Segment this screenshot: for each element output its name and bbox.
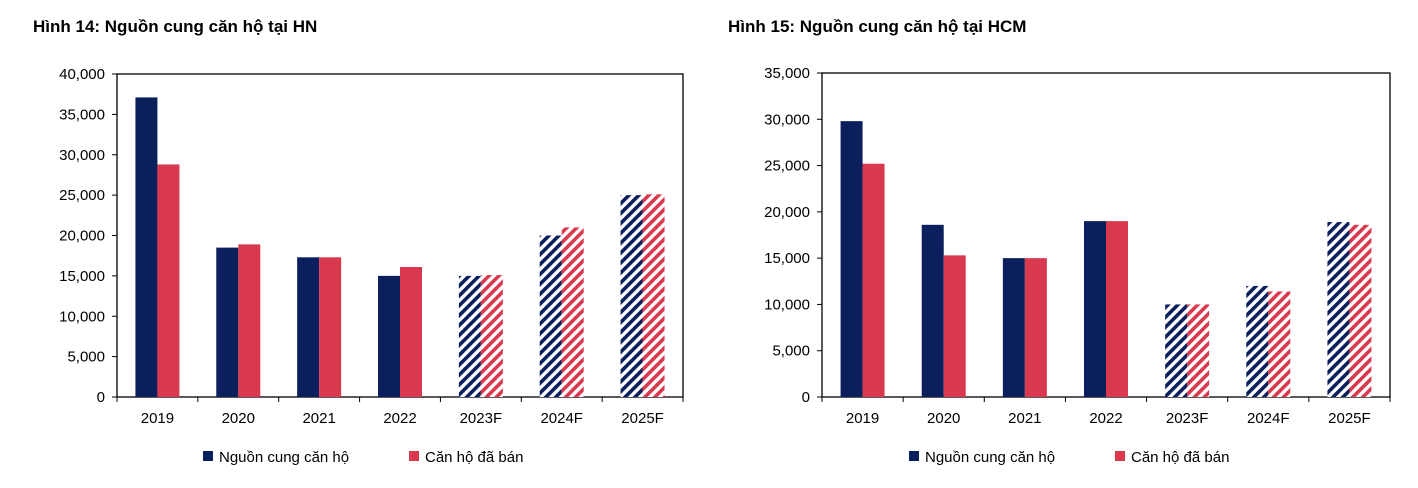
x-tick-label: 2019	[846, 410, 879, 427]
y-tick-label: 25,000	[59, 187, 105, 204]
y-tick-label: 30,000	[764, 111, 810, 128]
x-tick-label: 2020	[222, 410, 255, 427]
y-tick-label: 30,000	[59, 147, 105, 164]
x-tick-label: 2023F	[1166, 410, 1209, 427]
bar-sold	[561, 227, 584, 397]
bar-supply	[840, 121, 863, 397]
x-tick-label: 2023F	[460, 410, 503, 427]
bar-supply	[1002, 258, 1025, 397]
legend-label: Nguồn cung căn hộ	[219, 449, 349, 466]
bar-supply	[1165, 304, 1188, 397]
y-tick-label: 5,000	[772, 343, 810, 360]
bar-sold	[943, 255, 966, 397]
y-tick-label: 35,000	[59, 106, 105, 123]
bar-sold	[400, 266, 422, 397]
bar-sold	[1024, 258, 1047, 397]
x-tick-label: 2021	[302, 410, 335, 427]
y-tick-label: 35,000	[764, 65, 810, 82]
bar-sold	[238, 244, 261, 397]
bar-supply	[921, 224, 944, 397]
x-tick-label: 2021	[1008, 410, 1041, 427]
bar-supply	[1327, 222, 1350, 397]
y-tick-label: 5,000	[67, 349, 105, 366]
legend-label: Nguồn cung căn hộ	[925, 449, 1055, 466]
bar-supply	[458, 275, 481, 397]
bar-supply	[1246, 285, 1269, 397]
legend-label: Căn hộ đã bán	[425, 449, 523, 466]
bar-supply	[297, 257, 320, 397]
bar-supply	[378, 275, 400, 397]
y-tick-label: 20,000	[59, 228, 105, 245]
legend-swatch-sold	[1115, 451, 1125, 461]
chart-hn: 0 5,000 10,000 15,000 20,000 25,000 30,000 35,0…	[59, 66, 684, 466]
bar-sold	[157, 164, 180, 397]
chart-title: Hình 15: Nguồn cung căn hộ tại HCM	[728, 17, 1027, 36]
y-tick-label: 10,000	[59, 308, 105, 325]
y-tick-label: 20,000	[764, 204, 810, 221]
bar-supply	[216, 247, 239, 397]
x-tick-label: 2024F	[1247, 410, 1290, 427]
chart-panel-hn: Hình 14: Nguồn cung căn hộ tại HN 0 5,000…	[0, 0, 700, 488]
bar-sold	[480, 275, 503, 397]
bar-sold	[1106, 221, 1128, 397]
chart-hcm: 0 5,000 10,000 15,000 20,000 25,000 30,000 35,0…	[764, 65, 1391, 466]
bar-sold	[1187, 304, 1210, 397]
bar-supply	[1084, 221, 1106, 397]
bar-supply	[539, 235, 562, 397]
chart-panel-hcm: Hình 15: Nguồn cung căn hộ tại HCM 0 5,00…	[708, 0, 1418, 488]
x-tick-label: 2025F	[621, 410, 664, 427]
legend-swatch-sold	[409, 451, 419, 461]
bar-sold	[1268, 291, 1291, 397]
y-tick-label: 0	[802, 389, 810, 406]
x-tick-label: 2020	[927, 410, 960, 427]
bar-sold	[642, 194, 665, 397]
bar-sold	[1349, 224, 1372, 397]
y-tick-label: 0	[97, 389, 105, 406]
y-tick-label: 10,000	[764, 296, 810, 313]
x-tick-label: 2022	[383, 410, 416, 427]
chart-title: Hình 14: Nguồn cung căn hộ tại HN	[33, 17, 318, 36]
x-tick-label: 2022	[1089, 410, 1122, 427]
x-tick-label: 2019	[141, 410, 174, 427]
bar-supply	[620, 195, 643, 397]
bar-sold	[862, 163, 885, 397]
legend-swatch-supply	[203, 451, 213, 461]
y-tick-label: 15,000	[764, 250, 810, 267]
bar-supply	[135, 97, 158, 397]
y-tick-label: 25,000	[764, 158, 810, 175]
y-tick-label: 15,000	[59, 268, 105, 285]
bar-sold	[319, 257, 342, 397]
x-tick-label: 2024F	[540, 410, 583, 427]
legend-swatch-supply	[909, 451, 919, 461]
legend-label: Căn hộ đã bán	[1131, 449, 1229, 466]
x-tick-label: 2025F	[1328, 410, 1371, 427]
y-tick-label: 40,000	[59, 66, 105, 83]
